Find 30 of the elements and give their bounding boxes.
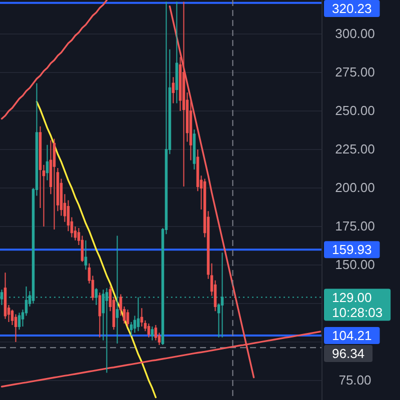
y-tick-label: 150.00 bbox=[335, 257, 375, 272]
y-tick-label: 300.00 bbox=[335, 26, 375, 42]
y-tick-label: 200.00 bbox=[335, 180, 375, 196]
y-tick-label: 175.00 bbox=[335, 218, 375, 234]
line-series bbox=[36, 100, 157, 398]
candlestick bbox=[126, 309, 130, 328]
candlestick bbox=[147, 322, 150, 338]
candlestick bbox=[192, 128, 196, 170]
candlestick bbox=[172, 76, 175, 104]
y-tick-label: 275.00 bbox=[335, 64, 375, 80]
candlestick bbox=[52, 138, 56, 230]
ref-line-label: 96.34 bbox=[332, 346, 365, 361]
candlestick bbox=[98, 292, 102, 338]
ref-line-label: 129.00 10:28:03 bbox=[332, 290, 383, 320]
candlestick bbox=[14, 314, 18, 342]
candlestick bbox=[84, 240, 88, 270]
candlestick bbox=[175, 1, 178, 104]
ref-line-label: 320.23 bbox=[332, 1, 372, 16]
candlestick bbox=[150, 326, 154, 341]
candlestick bbox=[154, 324, 158, 341]
candlestick bbox=[46, 144, 49, 181]
candlestick bbox=[4, 272, 7, 320]
y-tick-label: 250.00 bbox=[335, 103, 375, 118]
candlestick bbox=[18, 312, 21, 330]
ref-line-label: 104.21 bbox=[332, 328, 372, 343]
y-tick-label: 75.00 bbox=[338, 372, 372, 388]
candlestick bbox=[140, 308, 144, 328]
ref-line-label: 159.93 bbox=[332, 242, 372, 258]
line-series bbox=[0, 0, 108, 120]
y-tick-label: 225.00 bbox=[335, 142, 375, 157]
